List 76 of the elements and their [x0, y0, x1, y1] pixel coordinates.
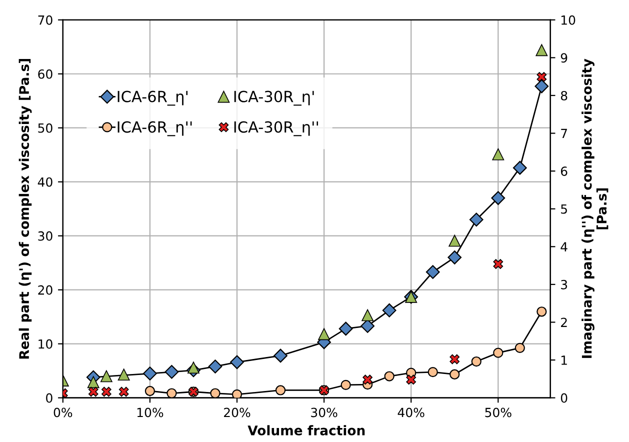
y-axis-title: Real part (η') of complex viscosity [Pa.s]: [18, 59, 32, 359]
x-tick-label: 40%: [398, 408, 424, 418]
y-tick-label: 50: [38, 123, 52, 133]
y2-tick-label: 4: [560, 242, 568, 252]
point: [208, 360, 222, 374]
point: [275, 385, 286, 396]
point: [450, 369, 460, 380]
point: [536, 306, 547, 317]
legend-label: ICA-30R_η'': [234, 121, 318, 136]
point: [118, 368, 130, 381]
y2-tick-label: 1: [561, 356, 567, 365]
point: [318, 328, 330, 340]
point: [512, 160, 527, 175]
point: [534, 79, 549, 94]
x-tick-label: 50%: [485, 408, 512, 418]
y2-tick-label: 10: [561, 15, 576, 25]
point: [338, 322, 353, 336]
point: [492, 148, 504, 160]
y2-tick-label: 9: [560, 53, 568, 63]
y2-axis-title: Imaginary part (η'') of complex viscosity [Pa.s]: [582, 58, 608, 358]
point: [450, 354, 460, 364]
point: [143, 366, 157, 380]
point: [164, 364, 179, 379]
point: [491, 191, 506, 205]
point: [448, 250, 462, 264]
point: [362, 309, 374, 322]
point: [100, 370, 112, 382]
y-tick-label: 0: [46, 393, 52, 403]
legend-label: ICA-6R_η': [118, 90, 188, 106]
point: [448, 234, 461, 247]
y2-tick-label: 8: [560, 90, 568, 100]
point: [166, 388, 177, 398]
y-tick-label: 30: [38, 231, 52, 241]
x-tick-label: 10%: [137, 408, 164, 418]
point: [493, 259, 504, 269]
point: [493, 348, 504, 358]
point: [360, 319, 375, 333]
y-tick-label: 20: [38, 285, 52, 295]
y2-tick-label: 7: [561, 128, 567, 138]
point: [384, 371, 394, 382]
legend-label: ICA-30R_η': [234, 90, 314, 106]
point: [406, 374, 416, 385]
point: [471, 356, 482, 367]
point: [88, 386, 98, 397]
point: [118, 386, 129, 397]
y-tick-label: 70: [38, 15, 52, 25]
point: [101, 386, 112, 397]
point: [144, 386, 156, 396]
point: [382, 303, 396, 318]
point: [514, 342, 525, 353]
point: [232, 389, 242, 398]
point: [340, 380, 351, 390]
x-tick-label: 0%: [54, 408, 72, 418]
legend-label: ICA-6R_η'': [118, 121, 192, 136]
x-tick-label: 20%: [224, 408, 250, 418]
x-tick-label: 30%: [311, 408, 338, 418]
y-tick-label: 10: [38, 339, 52, 349]
point: [536, 44, 548, 56]
point: [536, 72, 547, 82]
x-axis-title: Volume fraction: [248, 425, 365, 436]
point: [428, 367, 438, 378]
y2-tick-label: 6: [560, 166, 568, 176]
point: [210, 388, 220, 398]
y2-tick-label: 5: [561, 204, 567, 214]
y-tick-label: 40: [38, 177, 52, 187]
point: [87, 376, 100, 388]
point: [274, 348, 288, 363]
point: [426, 265, 440, 279]
y-tick-label: 60: [38, 69, 52, 79]
point: [230, 355, 244, 370]
y2-tick-label: 0: [560, 393, 568, 403]
point: [362, 374, 373, 385]
y2-tick-label: 3: [561, 280, 568, 290]
point: [188, 362, 200, 374]
point: [469, 212, 484, 227]
y2-tick-label: 2: [561, 318, 567, 327]
